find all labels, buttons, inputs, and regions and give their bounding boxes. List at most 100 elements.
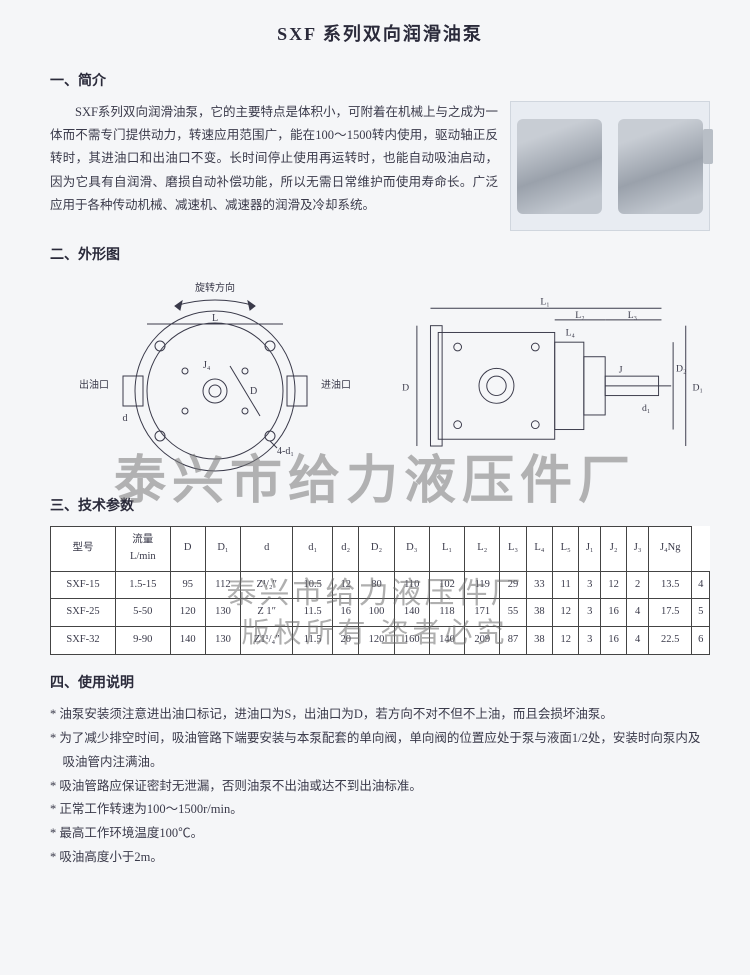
spec-col-header: L₃ — [500, 526, 526, 571]
spec-cell: 3 — [579, 571, 601, 599]
spec-col-header: J₁ — [579, 526, 601, 571]
label-L: L — [212, 313, 218, 324]
spec-col-header: L₄ — [526, 526, 552, 571]
spec-col-header: J₂ — [601, 526, 627, 571]
spec-cell: 3 — [579, 599, 601, 627]
product-photo — [510, 101, 710, 231]
spec-col-header: J₃ — [627, 526, 649, 571]
spec-cell: 130 — [205, 599, 240, 627]
section-spec-head: 三、技术参数 — [50, 496, 710, 518]
spec-cell: SXF-32 — [51, 627, 116, 655]
usage-item: 正常工作转速为100～1500r/min。 — [50, 798, 710, 822]
spec-cell: 12 — [553, 599, 579, 627]
spec-table: 型号流量L/minDD₁dd₁d₂D₂D₃L₁L₂L₃L₄L₅J₁J₂J₃J₄N… — [50, 526, 710, 655]
label-L3: L₃ — [628, 309, 637, 320]
spec-cell: 12 — [553, 627, 579, 655]
usage-item: 吸油管路应保证密封无泄漏，否则油泵不出油或达不到出油标准。 — [50, 775, 710, 799]
spec-col-header: d — [241, 526, 293, 571]
usage-item: 油泵安装须注意进出油口标记，进油口为S，出油口为D，若方向不对不但不上油，而且会… — [50, 703, 710, 727]
spec-cell: 209 — [465, 627, 500, 655]
label-J4: J₄ — [203, 360, 211, 371]
spec-cell: 16 — [333, 599, 359, 627]
spec-cell: 16 — [601, 627, 627, 655]
label-rotation: 旋转方向 — [195, 281, 235, 294]
spec-cell: 87 — [500, 627, 526, 655]
label-L4: L₄ — [566, 327, 576, 338]
spec-cell: 140 — [429, 627, 464, 655]
spec-cell: 140 — [394, 599, 429, 627]
spec-col-header: L₁ — [429, 526, 464, 571]
usage-list: 油泵安装须注意进出油口标记，进油口为S，出油口为D，若方向不对不但不上油，而且会… — [50, 703, 710, 869]
spec-cell: 33 — [526, 571, 552, 599]
pump-photo-side — [618, 119, 703, 214]
label-D1: D₁ — [693, 382, 703, 393]
spec-cell: 140 — [170, 627, 205, 655]
spec-col-header: L₂ — [465, 526, 500, 571]
label-d: d — [123, 413, 128, 424]
spec-cell: SXF-15 — [51, 571, 116, 599]
spec-cell: 11 — [553, 571, 579, 599]
pump-photo-front — [517, 119, 602, 214]
spec-cell: 171 — [465, 599, 500, 627]
spec-cell: 160 — [394, 627, 429, 655]
spec-cell: 130 — [205, 627, 240, 655]
spec-cell: 112 — [205, 571, 240, 599]
spec-cell: 22.5 — [649, 627, 692, 655]
spec-cell: 17.5 — [649, 599, 692, 627]
spec-cell: SXF-25 — [51, 599, 116, 627]
spec-cell: 110 — [394, 571, 429, 599]
diagram-side: L₁ L₂ L₃ L₄ D₁ D₂ D J d₁ — [380, 276, 710, 486]
spec-cell: Z 1″ — [241, 599, 293, 627]
usage-item: 为了减少排空时间，吸油管路下端要安装与本泵配套的单向阀，单向阀的位置应处于泵与液… — [50, 727, 710, 775]
spec-cell: 100 — [359, 599, 394, 627]
label-L2: L₂ — [575, 309, 584, 320]
diagram-front: 旋转方向 L 出油口 进油口 d J₄ D 4-d₁ — [50, 276, 380, 486]
usage-item: 最高工作环境温度100℃。 — [50, 822, 710, 846]
usage-item: 吸油高度小于2m。 — [50, 846, 710, 870]
label-L1: L₁ — [540, 296, 549, 307]
spec-col-header: 型号 — [51, 526, 116, 571]
spec-cell: 4 — [627, 599, 649, 627]
spec-cell: 11.5 — [293, 599, 333, 627]
spec-col-header: L₅ — [553, 526, 579, 571]
spec-cell: 4 — [692, 571, 710, 599]
spec-cell: 4 — [627, 627, 649, 655]
spec-cell: 38 — [526, 599, 552, 627]
spec-col-header: D₃ — [394, 526, 429, 571]
spec-cell: 119 — [465, 571, 500, 599]
spec-cell: 102 — [429, 571, 464, 599]
label-Dside: D — [402, 382, 409, 393]
spec-cell: 5-50 — [116, 599, 171, 627]
spec-cell: 1.5-15 — [116, 571, 171, 599]
spec-cell: 3 — [579, 627, 601, 655]
spec-col-header: 流量L/min — [116, 526, 171, 571]
spec-cell: 6 — [692, 627, 710, 655]
table-row: SXF-151.5-1595112Z¹/₂″10.512801101021192… — [51, 571, 710, 599]
label-holes: 4-d₁ — [277, 446, 294, 457]
spec-col-header: D₂ — [359, 526, 394, 571]
spec-col-header: d₁ — [293, 526, 333, 571]
spec-cell: 55 — [500, 599, 526, 627]
spec-cell: 5 — [692, 599, 710, 627]
label-D: D — [250, 386, 257, 397]
spec-cell: 20 — [333, 627, 359, 655]
spec-col-header: d₂ — [333, 526, 359, 571]
spec-cell: 9-90 — [116, 627, 171, 655]
label-J: J — [619, 364, 623, 375]
spec-cell: 12 — [333, 571, 359, 599]
table-row: SXF-255-50120130Z 1″11.51610014011817155… — [51, 599, 710, 627]
spec-cell: Z¹/₂″ — [241, 571, 293, 599]
label-outlet: 出油口 — [79, 378, 109, 391]
spec-cell: 95 — [170, 571, 205, 599]
spec-cell: 29 — [500, 571, 526, 599]
intro-block: SXF系列双向润滑油泵，它的主要特点是体积小，可附着在机械上与之成为一体而不需专… — [50, 101, 710, 231]
intro-text: SXF系列双向润滑油泵，它的主要特点是体积小，可附着在机械上与之成为一体而不需专… — [50, 101, 498, 231]
spec-cell: 120 — [170, 599, 205, 627]
page-title: SXF 系列双向润滑油泵 — [50, 20, 710, 49]
spec-cell: 12 — [601, 571, 627, 599]
spec-cell: 11.5 — [293, 627, 333, 655]
spec-col-header: D₁ — [205, 526, 240, 571]
spec-cell: 80 — [359, 571, 394, 599]
section-usage-head: 四、使用说明 — [50, 673, 710, 695]
spec-col-header: D — [170, 526, 205, 571]
